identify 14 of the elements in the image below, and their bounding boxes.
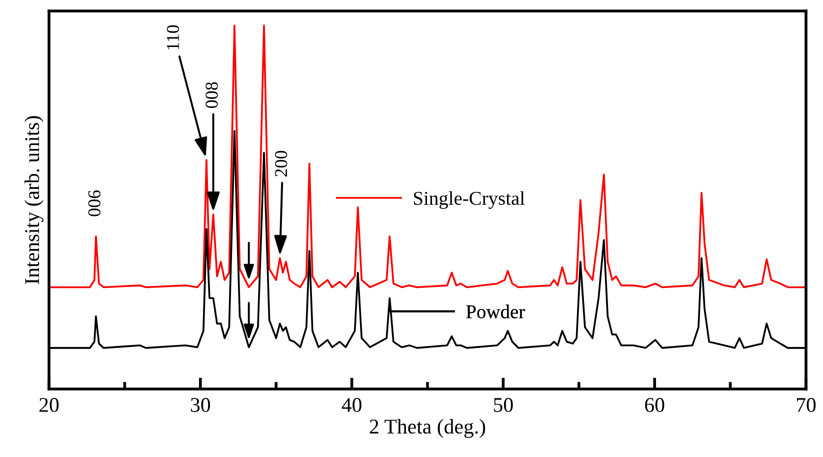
legend-label: Single-Crystal	[414, 191, 525, 209]
x-tick-label: 30	[190, 398, 210, 412]
annotation: 200	[275, 150, 288, 176]
annotation: 008	[206, 82, 218, 108]
annotation: 110	[166, 25, 180, 50]
x-tick-label: 40	[342, 398, 362, 412]
legend-label: Powder	[466, 304, 525, 318]
x-axis-title: 2 Theta (deg.)	[370, 419, 486, 438]
x-tick-label: 70	[796, 398, 816, 412]
x-tick-label: 20	[40, 398, 59, 412]
x-tick-label: 60	[645, 398, 664, 412]
x-tick-label: 50	[494, 398, 513, 412]
annotation: 006	[88, 190, 100, 216]
y-axis-title: Intensity (arb. units)	[24, 116, 44, 284]
